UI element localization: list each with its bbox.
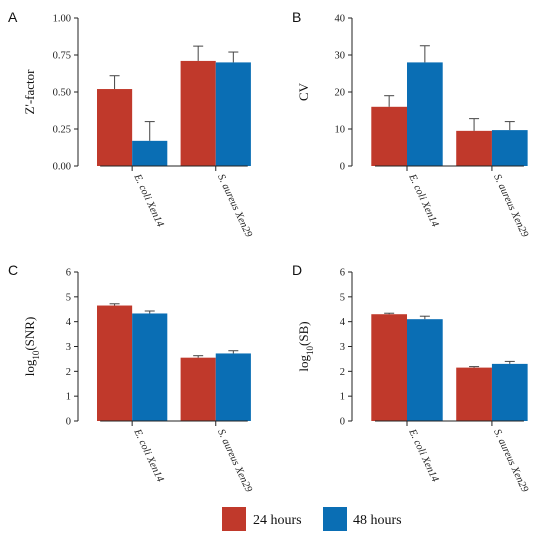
y-tick-label: 3: [340, 342, 345, 353]
y-tick-label: 0: [340, 417, 345, 428]
y-axis-title: Z'-factor: [22, 69, 37, 115]
bar-24h-saureus: [180, 60, 216, 166]
y-tick-label: 5: [66, 292, 71, 303]
y-axis-title: log10(SNR): [22, 317, 41, 377]
x-category-label: E. coli Xen14: [406, 427, 441, 485]
y-tick-label: 6: [340, 268, 345, 279]
y-tick-label: 40: [335, 14, 346, 25]
y-axis-title: log10(SB): [296, 321, 315, 371]
bar-24h-saureus: [180, 357, 216, 421]
y-tick-label: 4: [340, 317, 346, 328]
y-axis-title: CV: [296, 82, 311, 101]
panel-letter: C: [8, 262, 18, 278]
bar-48h-ecoli: [132, 140, 168, 166]
y-tick-label: 0.00: [53, 162, 71, 173]
legend: 24 hours 48 hours: [222, 507, 402, 531]
bar-48h-saureus: [215, 62, 251, 166]
y-tick-label: 3: [66, 342, 71, 353]
y-tick-label: 0.50: [53, 88, 71, 99]
y-tick-label: 5: [340, 292, 345, 303]
y-tick-label: 1: [66, 392, 71, 403]
y-tick-label: 0: [340, 162, 345, 173]
bar-48h-ecoli: [407, 62, 443, 166]
y-tick-label: 1.00: [53, 14, 71, 25]
y-tick-label: 2: [340, 367, 345, 378]
y-tick-label: 6: [66, 268, 71, 279]
y-tick-label: 4: [66, 317, 72, 328]
bar-24h-ecoli: [371, 106, 408, 166]
bar-24h-ecoli: [97, 89, 133, 166]
y-tick-label: 10: [335, 125, 346, 136]
legend-swatch-48h: [323, 507, 347, 531]
bar-48h-ecoli: [132, 313, 168, 421]
bar-24h-ecoli: [97, 305, 133, 421]
x-category-label: E. coli Xen14: [131, 172, 166, 230]
y-tick-label: 30: [335, 51, 346, 62]
panel-c: C 0 1 2 3 4 5 6 log10(SNR) E. coli Xen14 S. aureus…: [8, 262, 254, 495]
y-tick-label: 1: [340, 392, 345, 403]
legend-swatch-24h: [222, 507, 246, 531]
legend-label-24h: 24 hours: [253, 513, 302, 528]
y-tick-label: 2: [66, 367, 71, 378]
panel-letter: A: [8, 9, 18, 25]
panel-a: A 0.00 0.25 0.50 0.75 1.00 Z'-factor E. coli Xe…: [8, 9, 254, 240]
bar-48h-saureus: [215, 353, 251, 421]
x-category-label: S. aureus Xen29: [491, 428, 530, 495]
panel-d: D 0 1 2 3 4 5 6 log10(SB) E. coli Xen14 S. aureus …: [292, 262, 530, 495]
bar-48h-ecoli: [407, 319, 443, 421]
y-tick-label: 20: [335, 88, 346, 99]
x-category-label: S. aureus Xen29: [215, 173, 254, 240]
bar-48h-saureus: [491, 363, 528, 421]
y-tick-label: 0.75: [53, 51, 71, 62]
x-category-label: E. coli Xen14: [406, 172, 441, 230]
panel-letter: B: [292, 9, 301, 25]
x-category-label: S. aureus Xen29: [491, 173, 530, 240]
x-category-label: E. coli Xen14: [131, 427, 166, 485]
panel-letter: D: [292, 262, 302, 278]
bar-24h-saureus: [456, 130, 492, 166]
x-category-label: S. aureus Xen29: [215, 428, 254, 495]
y-tick-label: 0.25: [53, 125, 71, 136]
panel-b: B 0 10 20 30 40 CV E. coli Xen14 S. aureus Xen29: [292, 9, 530, 240]
bar-24h-ecoli: [371, 314, 408, 421]
legend-label-48h: 48 hours: [353, 513, 402, 528]
y-tick-label: 0: [66, 417, 71, 428]
bar-48h-saureus: [491, 130, 528, 166]
bar-24h-saureus: [456, 367, 492, 421]
